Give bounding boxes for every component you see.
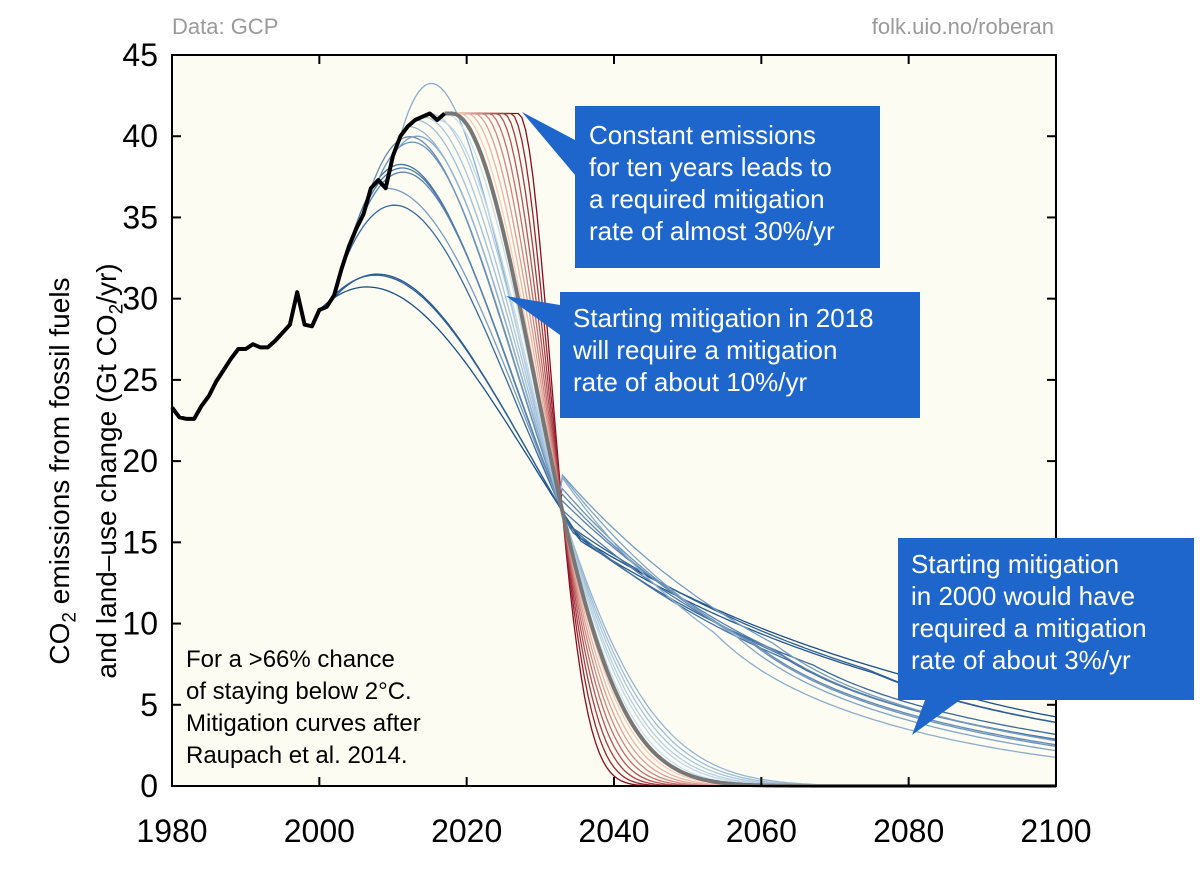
- x-tick-label-2020: 2020: [431, 813, 502, 849]
- y-tick-label-10: 10: [122, 606, 158, 642]
- axes: 1980 2000 2020 2040 2060 2080 2100 0 5 10 15 20 25 30…: [122, 37, 1091, 849]
- callout-constant-emissions: Constant emissions for ten years leads t…: [575, 106, 880, 268]
- pointer-constant: [522, 112, 575, 175]
- scenario-line-2006: [362, 171, 1057, 741]
- callout-start-2018: Starting mitigation in 2018 will require…: [560, 292, 920, 418]
- y-tick-label-45: 45: [122, 37, 158, 73]
- y-tick-label-20: 20: [122, 443, 158, 479]
- x-tick-label-2000: 2000: [284, 813, 355, 849]
- y-tick-label-5: 5: [140, 687, 158, 723]
- author-url-label: folk.uio.no/roberan: [871, 14, 1054, 39]
- scenario-line-2009: [385, 187, 1057, 742]
- data-source-label: Data: GCP: [172, 14, 279, 39]
- x-tick-label-1980: 1980: [136, 813, 207, 849]
- x-tick-label-2040: 2040: [578, 813, 649, 849]
- pointer-2018: [506, 296, 560, 335]
- historical-emissions: [170, 111, 446, 421]
- y-tick-label-30: 30: [122, 281, 158, 317]
- methodology-note: For a >66% chance of staying below 2°C. …: [186, 646, 421, 769]
- y-tick-label-15: 15: [122, 524, 158, 560]
- callout-start-2000: Starting mitigation in 2000 would have r…: [898, 538, 1194, 700]
- x-tick-label-2100: 2100: [1020, 813, 1091, 849]
- y-tick-label-35: 35: [122, 199, 158, 235]
- y-tick-label-0: 0: [140, 768, 158, 804]
- y-tick-label-25: 25: [122, 362, 158, 398]
- y-tick-label-40: 40: [122, 118, 158, 154]
- historical-line: [170, 111, 446, 421]
- scenario-line-2008: [377, 141, 1057, 747]
- pointer-2000: [912, 700, 960, 735]
- x-tick-label-2060: 2060: [726, 813, 797, 849]
- x-tick-label-2080: 2080: [873, 813, 944, 849]
